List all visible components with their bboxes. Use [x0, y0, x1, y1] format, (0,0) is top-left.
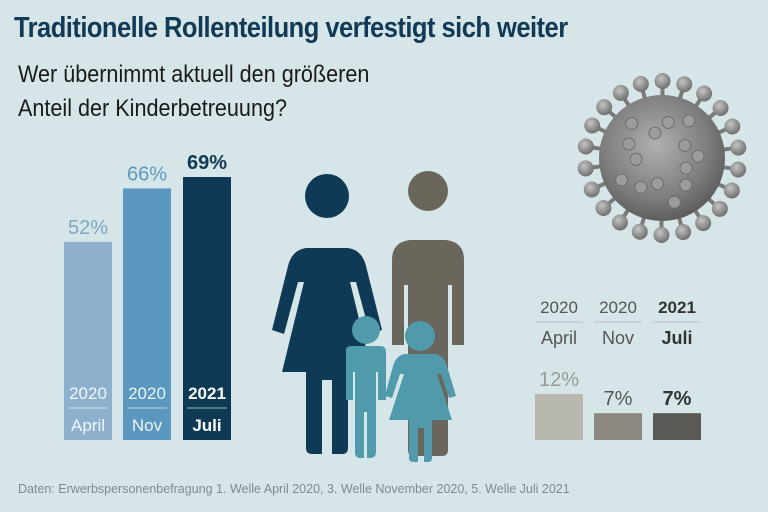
women-value-label: 66% [127, 163, 167, 185]
men-value-label: 7% [604, 388, 633, 410]
men-year-label: 2020 [540, 298, 578, 317]
chart-subtitle: Wer übernimmt aktuell den größeren Antei… [18, 58, 369, 126]
girl-figure [385, 321, 456, 462]
virus-surface-spike [679, 161, 693, 175]
virus-spike-head [632, 75, 649, 92]
virus-spike-head [696, 85, 713, 102]
source-note: Daten: Erwerbspersonenbefragung 1. Welle… [18, 482, 570, 496]
men-value-label: 7% [663, 388, 692, 410]
women-year-label: 2020 [69, 384, 107, 403]
men-value-label: 12% [539, 369, 579, 391]
coronavirus-illustration [577, 73, 747, 243]
men-month-label: April [541, 328, 577, 348]
virus-surface-spike [691, 149, 705, 163]
virus-surface-spike [625, 116, 639, 130]
virus-spike-head [723, 182, 740, 199]
women-year-label: 2020 [128, 384, 166, 403]
virus-surface-spike [629, 152, 643, 166]
virus-surface-spike [679, 178, 693, 192]
women-month-label: Juli [192, 416, 221, 435]
virus-spike-head [712, 99, 729, 116]
virus-spike-head [724, 118, 741, 135]
virus-spike-head [654, 73, 671, 90]
virus-surface-spike [615, 173, 629, 187]
virus-body [599, 95, 725, 221]
virus-spike-head [584, 117, 601, 134]
women-bar-chart: 52% 2020 April 66% 2020 Nov 69% 2021 Juli [64, 152, 231, 440]
virus-spike-head [730, 139, 747, 156]
virus-spike-head [730, 161, 747, 178]
virus-surface-spike [650, 177, 664, 191]
men-bar-chart: 2020 April 12% 2020 Nov 7% 2021 Juli 7% [535, 298, 701, 440]
women-year-label: 2021 [188, 384, 226, 403]
subtitle-line-1: Wer übernimmt aktuell den größeren [18, 61, 370, 88]
virus-spike-head [676, 76, 693, 93]
virus-spike-head [711, 200, 728, 217]
women-bar-nov [123, 188, 171, 440]
women-bar-juli [183, 177, 231, 440]
virus-surface-spike [678, 139, 692, 153]
men-month-label: Nov [602, 328, 634, 348]
men-bar-april [535, 394, 583, 440]
women-month-label: Nov [132, 416, 163, 435]
virus-surface-spike [634, 180, 648, 194]
virus-spike-head [675, 224, 692, 241]
boy-figure [346, 316, 386, 458]
virus-surface-spike [622, 137, 636, 151]
virus-spike-head [653, 226, 670, 243]
women-month-label: April [71, 416, 105, 435]
virus-spike-head [595, 200, 612, 217]
virus-surface-spike [648, 126, 662, 140]
men-bar-juli [653, 413, 701, 440]
woman-figure [272, 174, 382, 454]
men-month-label: Juli [661, 328, 692, 348]
virus-spike-head [612, 84, 629, 101]
virus-spike-head [695, 215, 712, 232]
virus-surface-spike [667, 195, 681, 209]
virus-spike-head [596, 99, 613, 116]
virus-spike-head [577, 160, 594, 177]
women-value-label: 69% [187, 152, 227, 174]
men-bar-nov [594, 413, 642, 440]
family-illustration [272, 171, 464, 462]
virus-spike-head [631, 223, 648, 240]
chart-title: Traditionelle Rollenteilung verfestigt s… [14, 12, 568, 44]
women-value-label: 52% [68, 217, 108, 239]
subtitle-line-2: Anteil der Kinderbetreuung? [18, 95, 287, 122]
virus-spike-head [583, 181, 600, 198]
women-bar-april [64, 241, 112, 440]
men-year-label: 2021 [658, 298, 696, 317]
virus-surface-spike [682, 114, 696, 128]
virus-surface-spike [661, 116, 675, 130]
men-year-label: 2020 [599, 298, 637, 317]
virus-spike-head [577, 138, 594, 155]
virus-spike-head [611, 214, 628, 231]
